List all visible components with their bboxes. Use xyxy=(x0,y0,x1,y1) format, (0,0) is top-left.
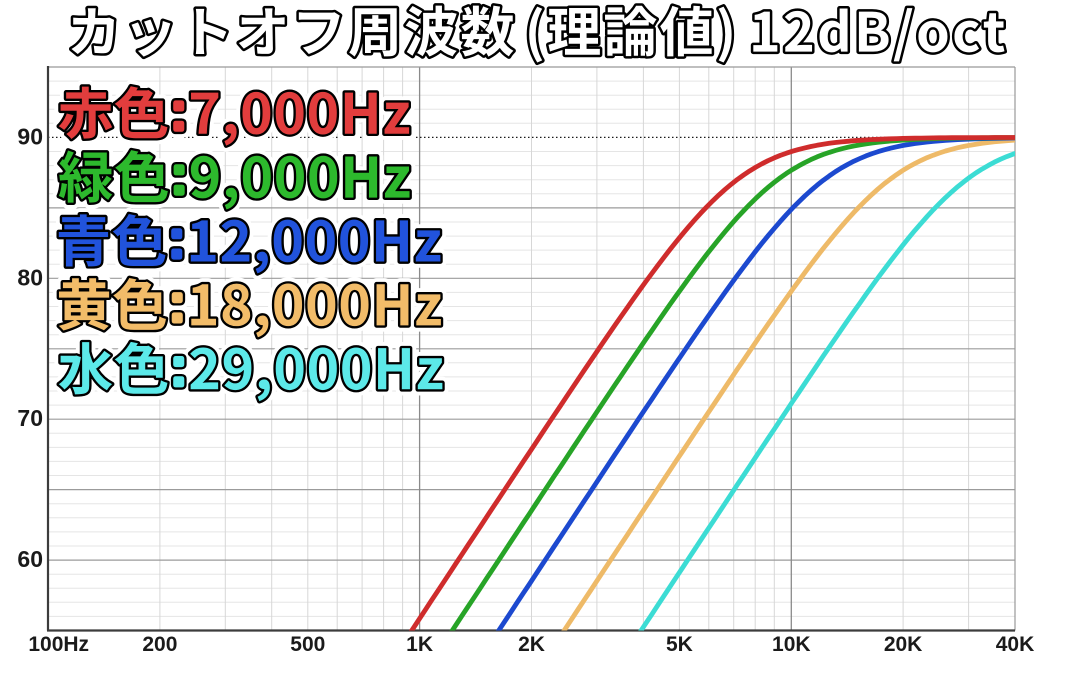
svg-text:200: 200 xyxy=(142,633,177,656)
svg-text:500: 500 xyxy=(290,633,325,656)
svg-text:5K: 5K xyxy=(666,633,693,656)
svg-text:80: 80 xyxy=(17,264,43,290)
svg-text:90: 90 xyxy=(17,123,43,149)
svg-text:70: 70 xyxy=(17,405,43,431)
svg-text:1K: 1K xyxy=(406,633,433,656)
svg-text:100Hz: 100Hz xyxy=(28,633,89,656)
svg-text:20K: 20K xyxy=(884,633,923,656)
svg-text:40K: 40K xyxy=(996,633,1035,656)
svg-text:2K: 2K xyxy=(518,633,545,656)
svg-text:60: 60 xyxy=(17,546,43,572)
svg-text:10K: 10K xyxy=(772,633,811,656)
